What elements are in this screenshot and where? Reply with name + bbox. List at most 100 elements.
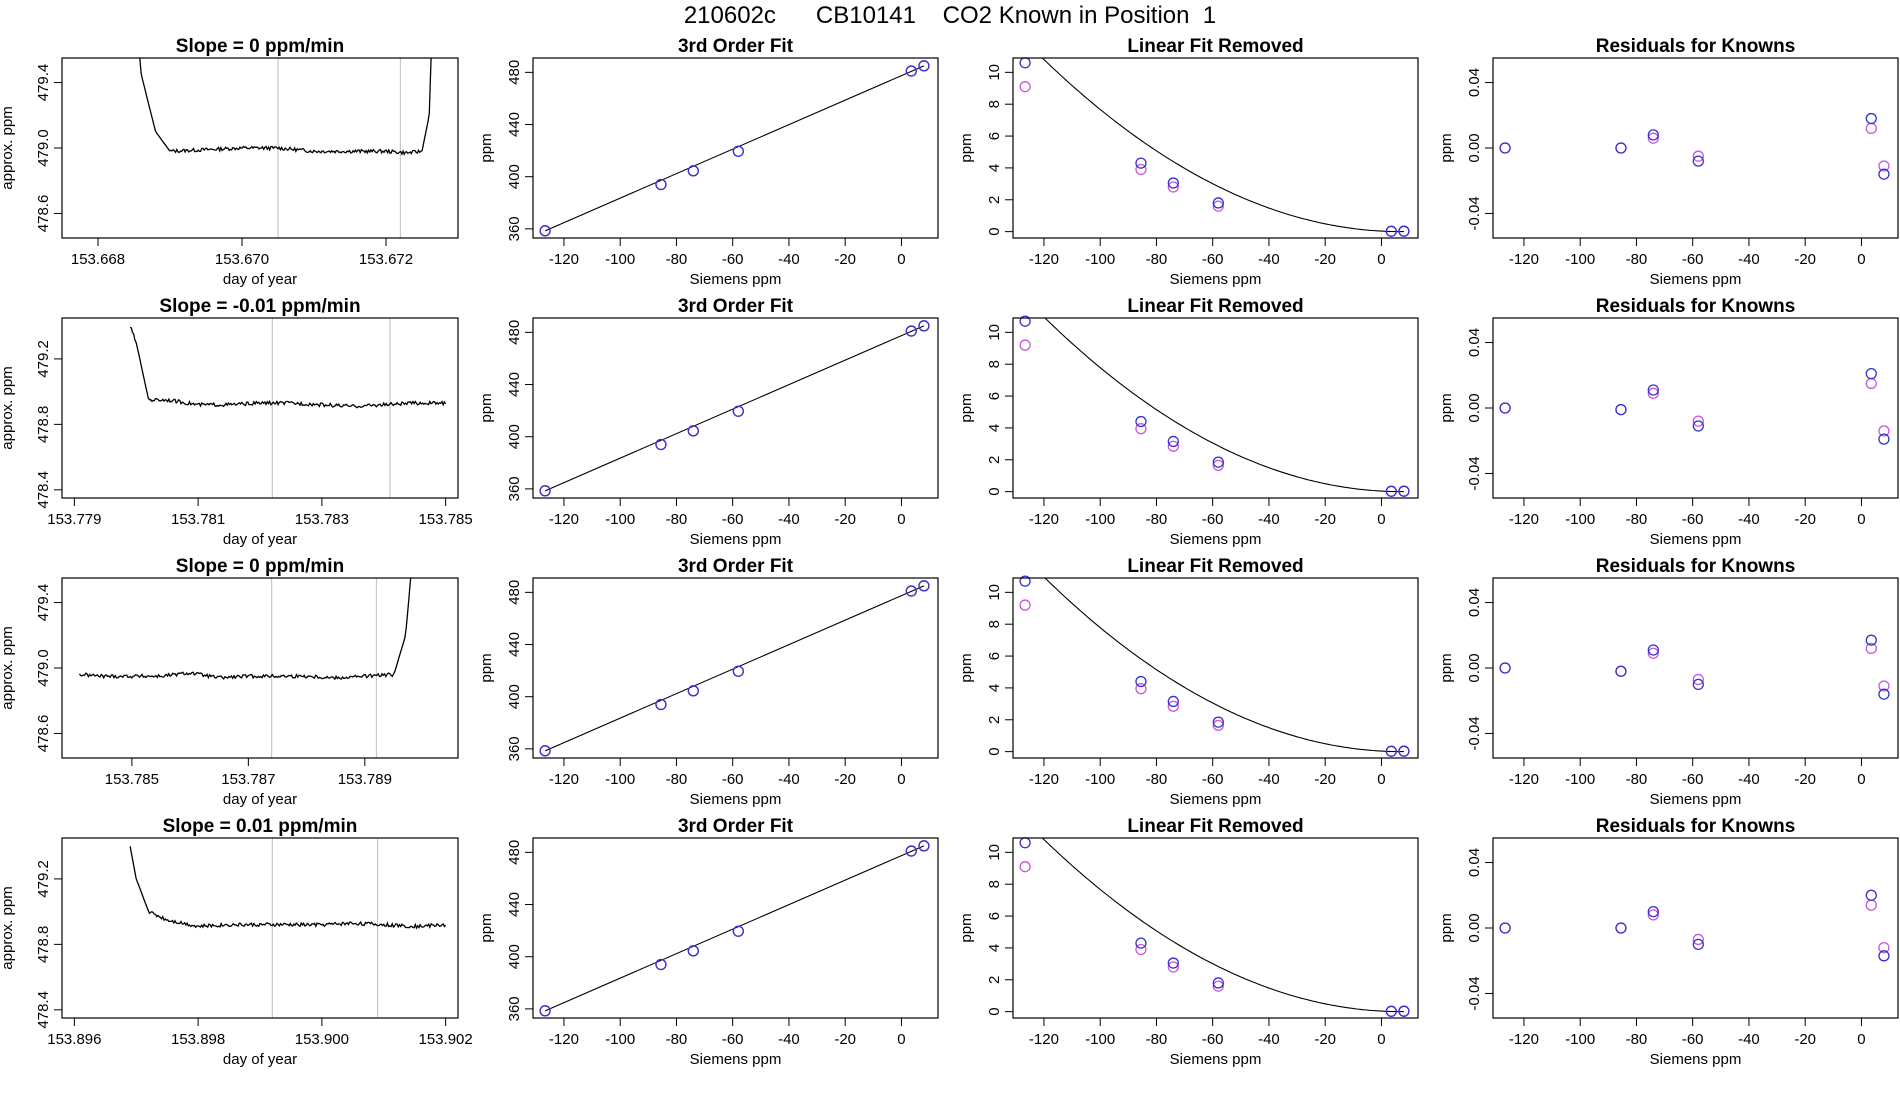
panel-3-4: Residuals for Knowns -120 -100 -80 -60 -40 -20… [1438,556,1899,808]
x-axis-label: Siemens ppm [690,1051,782,1068]
plot-frame [1012,577,1419,759]
x-axis-label: Siemens ppm [1650,791,1742,808]
panel-title: Slope = -0.01 ppm/min [159,296,360,317]
blue-point [1212,456,1224,468]
x-tick-label: -100 [605,511,635,528]
y-tick-label: 8 [986,100,1003,108]
magenta-point [1692,415,1704,427]
blue-point [1135,675,1147,688]
magenta-point [1878,160,1890,172]
y-tick-label: 479.0 [35,129,52,167]
x-tick-label: 0 [897,1031,905,1048]
y-axis-label: ppm [958,653,975,682]
x-tick-label: 153.672 [359,251,413,268]
x-tick-label: -20 [1794,511,1816,528]
fit-curve [1044,578,1404,753]
blue-point [918,580,930,592]
blue-point [1212,197,1224,209]
blue-point [905,65,917,77]
x-tick-label: 153.781 [171,511,225,528]
blue-point [1865,367,1877,380]
plot-area [1041,58,1404,233]
y-axis-label: ppm [958,133,975,162]
y-tick-label: 0.00 [1466,393,1483,422]
plot-area [1044,578,1404,753]
x-tick-label: 153.896 [47,1031,101,1048]
plot-frame [1012,837,1419,1019]
magenta-point [1019,599,1031,611]
y-axis-label: ppm [1438,393,1455,422]
magenta-point [1212,459,1224,471]
x-tick-label: -120 [1509,251,1539,268]
x-tick-label: -80 [1146,1031,1168,1048]
y-tick-label: 0.00 [1466,653,1483,682]
blue-point [918,320,930,332]
magenta-point [1647,132,1659,144]
blue-point [655,178,667,191]
x-tick-label: 0 [1857,511,1865,528]
x-tick-label: -100 [605,771,635,788]
panel-1-3: Linear Fit Removed -120 -100 -80 -60 -40 -20 0 0… [958,36,1419,288]
blue-point [539,225,551,237]
panel-title: Residuals for Knowns [1596,36,1796,57]
panel-title: Linear Fit Removed [1127,816,1303,837]
y-tick-label: 440 [506,112,523,137]
y-tick-label: 400 [506,684,523,709]
magenta-point [1135,943,1147,956]
y-tick-label: 2 [986,196,1003,204]
y-tick-label: -0.04 [1466,976,1483,1010]
panel-title: Residuals for Knowns [1596,816,1796,837]
blue-point [1499,402,1511,414]
x-tick-label: -20 [1794,251,1816,268]
blue-point [1865,889,1877,901]
panel-title: 3rd Order Fit [678,816,794,837]
magenta-point [1692,673,1704,686]
magenta-point [1692,150,1704,162]
blue-point [905,845,917,857]
magenta-point [1167,961,1179,973]
blue-point [1878,688,1890,700]
y-tick-label: 480 [506,840,523,865]
blue-point [1647,905,1659,918]
y-axis-label: ppm [478,653,495,682]
y-tick-label: 0.04 [1466,588,1483,617]
x-tick-label: -80 [666,251,688,268]
magenta-point [1212,200,1224,212]
fit-curve [1044,318,1404,493]
x-axis-label: Siemens ppm [1170,271,1262,288]
blue-point [539,485,551,497]
y-tick-label: 400 [506,424,523,449]
x-axis-label: Siemens ppm [1650,1051,1742,1068]
x-tick-label: -80 [666,771,688,788]
y-tick-label: 4 [986,944,1003,952]
panel-2-4: Residuals for Knowns -120 -100 -80 -60 -40 -20… [1438,296,1899,548]
magenta-point [1167,181,1179,193]
blue-point [1615,665,1627,677]
panel-title: Residuals for Knowns [1596,556,1796,577]
x-tick-label: 0 [1377,771,1385,788]
x-tick-label: -120 [549,511,579,528]
blue-point [1167,177,1179,189]
plot-frame [1492,837,1899,1019]
y-tick-label: 440 [506,892,523,917]
blue-point [1878,433,1890,445]
blue-point [1398,225,1410,237]
x-tick-label: -120 [1029,251,1059,268]
x-tick-label: -60 [722,511,744,528]
magenta-point [1647,387,1659,399]
x-tick-label: -80 [1626,511,1648,528]
panel-title: Slope = 0 ppm/min [176,36,344,57]
magenta-point [1878,680,1890,692]
y-tick-label: 360 [506,216,523,241]
x-tick-label: 153.668 [71,251,125,268]
blue-point [1499,142,1511,154]
blue-point [1019,837,1031,849]
x-axis-label: Siemens ppm [690,531,782,548]
figure-title: 210602c CB10141 CO2 Known in Position 1 [683,2,1217,29]
x-tick-label: 0 [1377,511,1385,528]
x-tick-label: 153.898 [171,1031,225,1048]
x-tick-label: -120 [1509,771,1539,788]
panel-3-1: Slope = 0 ppm/min 153.785 153.787 153.789 47… [0,556,459,808]
plot-area [78,578,412,758]
y-tick-label: 0.04 [1466,848,1483,877]
